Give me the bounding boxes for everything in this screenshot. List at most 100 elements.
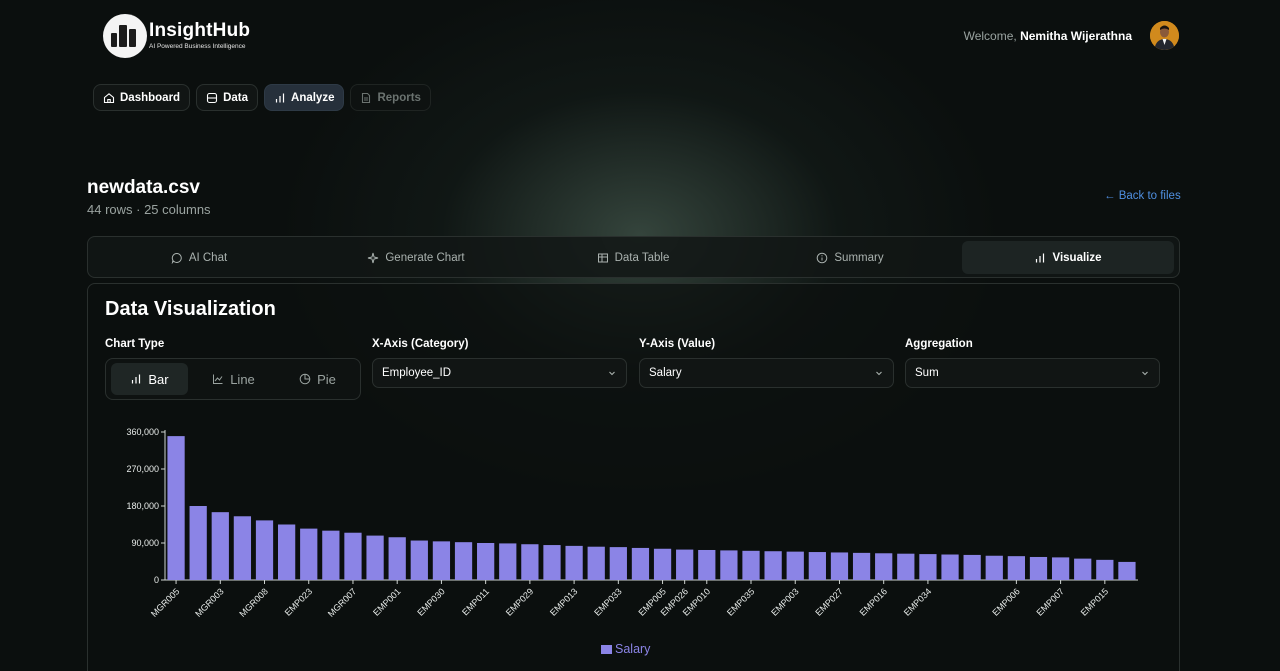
x-tick-label: EMP035 [725,586,756,617]
bar [1007,556,1025,580]
user-photo-icon [1150,21,1179,50]
bar [720,550,738,580]
bar [1051,557,1070,580]
bar [698,549,716,580]
chevron-down-icon [1142,371,1148,376]
y-tick-label: 0 [154,575,159,585]
bar [1074,558,1092,580]
visualization-panel [87,283,1180,671]
database-icon [207,92,218,103]
x-tick-label: EMP027 [813,586,844,617]
x-tick-label: EMP011 [460,586,491,617]
file-meta: 44 rows · 25 columns [87,202,211,217]
legend-label: Salary [615,642,651,656]
bar [963,554,981,580]
tab-data-table-label: Data Table [614,251,670,264]
nav-reports[interactable]: Reports [350,84,431,111]
info-icon [817,252,828,263]
bar [653,548,672,580]
bar [919,554,937,580]
bar [565,545,583,580]
aggregation-select[interactable]: Sum [905,358,1160,388]
bar [875,553,893,580]
bar [897,553,915,580]
x-tick-label: EMP016 [858,586,889,617]
analysis-tabs: AI Chat Generate Chart Data Table Summar… [87,236,1180,278]
bar [300,528,318,580]
bar [786,551,804,580]
welcome-prefix: Welcome, [963,29,1017,43]
x-tick-label: EMP034 [902,586,933,617]
bar [985,555,1003,580]
bar [521,544,539,580]
chart-type-pie-label: Pie [317,371,336,387]
chart-type-label: Chart Type [105,338,165,350]
x-tick-label: EMP013 [548,586,579,617]
bar [388,537,406,580]
nav-data[interactable]: Data [196,84,259,111]
y-tick-label: 270,000 [126,464,159,474]
chart-type-toggle: Bar Line Pie [105,358,361,400]
bar [742,550,760,580]
x-tick-label: EMP023 [283,586,314,617]
pie-chart-icon [299,373,311,385]
brand-logo[interactable]: InsightHub AI Powered Business Intellige… [103,14,250,58]
x-tick-label: EMP033 [592,586,623,617]
tab-generate-chart[interactable]: Generate Chart [310,241,522,274]
x-tick-label: EMP029 [504,586,535,617]
back-to-files-link[interactable]: ← Back to files [1104,190,1181,202]
bar [830,552,849,580]
tab-data-table[interactable]: Data Table [527,241,739,274]
bar [344,532,362,580]
x-tick-label: MGR005 [149,586,182,619]
bar [587,546,605,580]
chevron-down-icon [609,371,615,376]
bar [477,543,495,580]
logo-mark-icon [103,14,147,58]
x-tick-label: MGR007 [326,586,359,619]
main-nav: Dashboard Data Analyze Reports [93,84,431,111]
y-tick-label: 180,000 [126,501,159,511]
y-tick-label: 90,000 [131,538,159,548]
x-tick-label: MGR003 [193,586,226,619]
tab-summary[interactable]: Summary [744,241,956,274]
welcome-text: Welcome, Nemitha Wijerathna [964,29,1132,43]
chart-type-bar-label: Bar [148,371,169,387]
y-axis-select[interactable]: Salary [639,358,894,388]
x-axis-select-value: Employee_ID [382,367,452,379]
tab-visualize[interactable]: Visualize [962,241,1174,274]
x-tick-label: MGR008 [237,586,270,619]
chat-icon [171,252,182,264]
chart-type-bar[interactable]: Bar [111,363,188,395]
x-tick-label: EMP007 [1035,586,1066,617]
bar [167,436,185,580]
chart-type-pie[interactable]: Pie [279,363,356,395]
bar [1029,556,1048,580]
x-tick-label: EMP001 [371,586,402,617]
bar [454,542,473,580]
bar [366,535,384,580]
tab-ai-chat-label: AI Chat [188,251,228,264]
tab-generate-chart-label: Generate Chart [385,251,465,264]
bar [322,530,340,580]
bar [543,545,561,580]
tab-visualize-label: Visualize [1052,251,1102,264]
user-name: Nemitha Wijerathna [1020,29,1132,43]
chart-type-line[interactable]: Line [195,363,272,395]
bar [499,543,517,580]
x-axis-select[interactable]: Employee_ID [372,358,627,388]
nav-analyze-label: Analyze [291,91,335,104]
nav-analyze[interactable]: Analyze [264,84,345,111]
y-axis-label: Y-Axis (Value) [639,338,716,350]
bar-chart-icon [1036,253,1045,262]
x-tick-label: EMP015 [1079,586,1110,617]
nav-dashboard[interactable]: Dashboard [93,84,191,111]
legend-swatch [601,645,612,654]
aggregation-select-value: Sum [915,367,939,379]
bar [852,552,871,580]
avatar[interactable] [1150,21,1179,50]
brand-tagline: AI Powered Business Intelligence [149,43,246,50]
sparkle-icon [368,252,379,263]
tab-ai-chat[interactable]: AI Chat [93,241,305,274]
bar [255,520,274,580]
